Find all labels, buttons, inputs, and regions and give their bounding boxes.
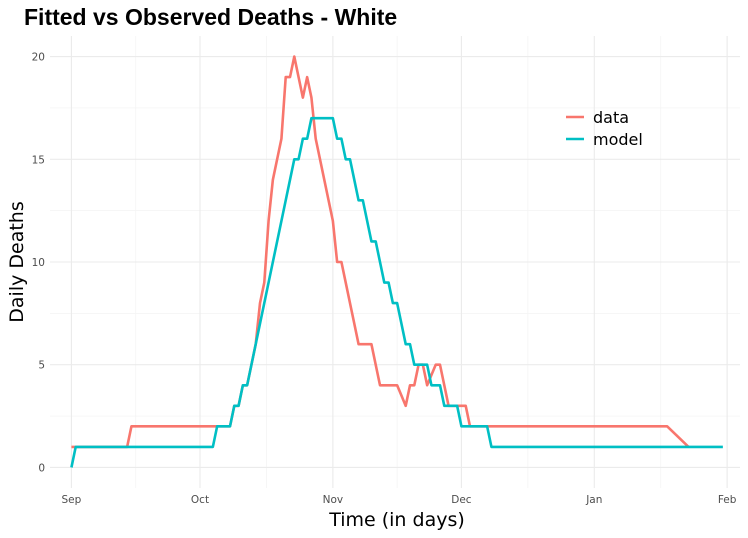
legend-label-model: model bbox=[593, 130, 643, 149]
y-tick-label: 5 bbox=[38, 360, 45, 372]
series-lines bbox=[70, 55, 723, 468]
series-line-model bbox=[70, 116, 723, 468]
x-axis-tick-labels: Sep Oct Nov Dec Jan Feb bbox=[62, 494, 737, 506]
grid-major-lines bbox=[50, 36, 740, 488]
y-tick-label: 0 bbox=[38, 462, 45, 474]
y-axis-tick-labels: 0 5 10 15 20 bbox=[32, 52, 45, 475]
legend-label-data: data bbox=[593, 108, 629, 127]
y-tick-label: 15 bbox=[32, 154, 45, 166]
y-axis-title: Daily Deaths bbox=[6, 201, 28, 322]
legend: data model bbox=[566, 108, 643, 149]
series-line-data bbox=[71, 55, 690, 449]
x-tick-label: Sep bbox=[62, 494, 82, 506]
x-axis-title: Time (in days) bbox=[328, 509, 465, 531]
chart-title: Fitted vs Observed Deaths - White bbox=[24, 4, 397, 30]
y-tick-label: 10 bbox=[32, 257, 45, 269]
y-tick-label: 20 bbox=[32, 52, 45, 64]
x-tick-label: Feb bbox=[718, 494, 737, 506]
x-tick-label: Dec bbox=[451, 494, 472, 506]
x-tick-label: Oct bbox=[191, 494, 209, 506]
x-tick-label: Jan bbox=[585, 494, 602, 506]
x-tick-label: Nov bbox=[323, 494, 344, 506]
